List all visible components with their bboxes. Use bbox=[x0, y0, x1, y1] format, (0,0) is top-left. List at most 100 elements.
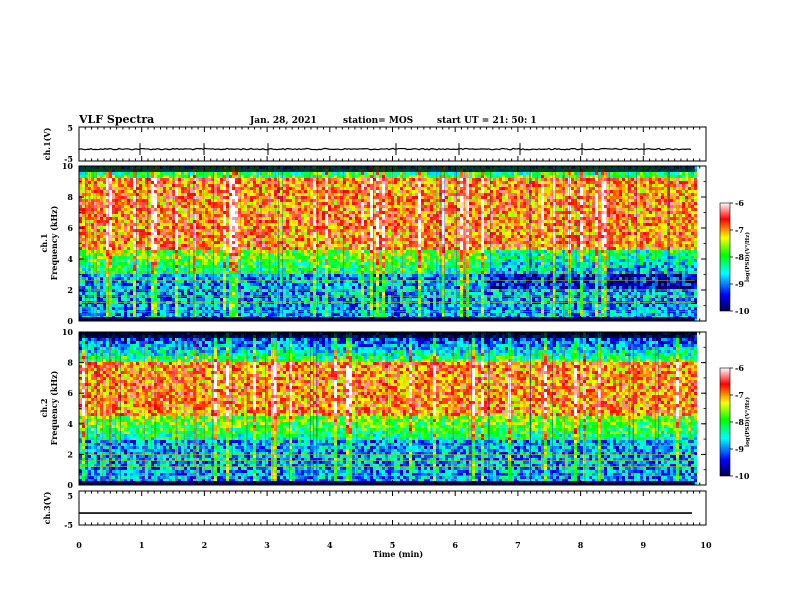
spectrogram-cell bbox=[199, 253, 202, 256]
spectrogram-cell bbox=[229, 244, 232, 247]
spectrogram-cell bbox=[127, 256, 130, 259]
spectrogram-cell bbox=[184, 226, 187, 229]
spectrogram-cell bbox=[361, 271, 364, 274]
spectrogram-cell bbox=[313, 196, 316, 199]
spectrogram-cell bbox=[229, 217, 232, 220]
spectrogram-cell bbox=[331, 256, 334, 259]
spectrogram-cell bbox=[169, 202, 172, 205]
spectrogram-cell bbox=[283, 226, 286, 229]
spectrogram-cell bbox=[337, 241, 340, 244]
spectrogram-cell bbox=[97, 259, 100, 262]
spectrogram-cell bbox=[250, 247, 253, 250]
spectrogram-cell bbox=[286, 229, 289, 232]
spectrogram-cell bbox=[157, 232, 160, 235]
spectrogram-cell bbox=[166, 280, 169, 283]
spectrogram-cell bbox=[349, 217, 352, 220]
spectrogram-cell bbox=[328, 241, 331, 244]
spectrogram-cell bbox=[364, 259, 367, 262]
spectrogram-cell bbox=[199, 175, 202, 178]
ch1-ytick-bottom: -5 bbox=[64, 154, 73, 164]
spectrogram-cell bbox=[325, 190, 328, 193]
spectrogram-cell bbox=[190, 187, 193, 190]
spectrogram-cell bbox=[295, 217, 298, 220]
spectrogram-cell bbox=[193, 307, 196, 310]
spectrogram-cell bbox=[280, 259, 283, 262]
spectrogram-cell bbox=[355, 208, 358, 211]
spectrogram-cell bbox=[214, 280, 217, 283]
spectrogram-cell bbox=[139, 283, 142, 286]
spectrogram-cell bbox=[217, 241, 220, 244]
spectrogram-cell bbox=[334, 304, 337, 307]
spectrogram-cell bbox=[166, 289, 169, 292]
spectrogram-cell bbox=[223, 265, 226, 268]
spectrogram-cell bbox=[310, 247, 313, 250]
spectrogram-cell bbox=[196, 211, 199, 214]
spectrogram-cell bbox=[214, 232, 217, 235]
spectrogram-cell bbox=[226, 241, 229, 244]
spectrogram-cell bbox=[199, 247, 202, 250]
spectrogram-cell bbox=[253, 286, 256, 289]
spectrogram-cell bbox=[211, 253, 214, 256]
spectrogram-cell bbox=[193, 202, 196, 205]
spectrogram-cell bbox=[106, 196, 109, 199]
spectrogram-cell bbox=[337, 247, 340, 250]
spectrogram-cell bbox=[130, 259, 133, 262]
spectrogram-cell bbox=[247, 232, 250, 235]
spectrogram-cell bbox=[325, 289, 328, 292]
spectrogram-cell bbox=[187, 217, 190, 220]
spectrogram-cell bbox=[82, 304, 85, 307]
spectrogram-cell bbox=[178, 238, 181, 241]
spectrogram-cell bbox=[334, 307, 337, 310]
spectrogram-cell bbox=[160, 244, 163, 247]
spectrogram-cell bbox=[337, 277, 340, 280]
spectrogram-cell bbox=[355, 241, 358, 244]
spectrogram-cell bbox=[106, 205, 109, 208]
spectrogram-cell bbox=[82, 217, 85, 220]
spectrogram-cell bbox=[223, 277, 226, 280]
spectrogram-cell bbox=[106, 274, 109, 277]
spectrogram-cell bbox=[256, 250, 259, 253]
spectrogram-cell bbox=[292, 286, 295, 289]
spectrogram-cell bbox=[133, 232, 136, 235]
spectrogram-cell bbox=[310, 172, 313, 175]
spectrogram-cell bbox=[109, 235, 112, 238]
spectrogram-cell bbox=[262, 307, 265, 310]
spectrogram-cell bbox=[217, 283, 220, 286]
spectrogram-cell bbox=[223, 223, 226, 226]
spectrogram-cell bbox=[133, 277, 136, 280]
spectrogram-cell bbox=[313, 211, 316, 214]
spectrogram-cell bbox=[211, 214, 214, 217]
spectrogram-cell bbox=[106, 304, 109, 307]
start-time-label: start UT = 21: 50: 1 bbox=[437, 116, 537, 126]
spectrogram-cell bbox=[175, 304, 178, 307]
spectrogram-cell bbox=[298, 226, 301, 229]
spectrogram-cell bbox=[178, 259, 181, 262]
spectrogram-cell bbox=[271, 223, 274, 226]
spectrogram-cell bbox=[91, 274, 94, 277]
spectrogram-cell bbox=[127, 247, 130, 250]
spectrogram-cell bbox=[337, 304, 340, 307]
spectrogram-cell bbox=[148, 277, 151, 280]
spectrogram-cell bbox=[205, 268, 208, 271]
spectrogram-cell bbox=[133, 184, 136, 187]
spectrogram-cell bbox=[286, 313, 289, 316]
spectrogram-cell bbox=[265, 259, 268, 262]
spectrogram-cell bbox=[304, 286, 307, 289]
spectrogram-cell bbox=[340, 172, 343, 175]
spectrogram-cell bbox=[79, 208, 82, 211]
spectrogram-cell bbox=[91, 304, 94, 307]
spectrogram-cell bbox=[229, 181, 232, 184]
spectrogram-cell bbox=[106, 280, 109, 283]
spectrogram-cell bbox=[148, 256, 151, 259]
spectrogram-cell bbox=[193, 244, 196, 247]
spectrogram-cell bbox=[79, 184, 82, 187]
spectrogram-cell bbox=[211, 208, 214, 211]
spectrogram-cell bbox=[85, 256, 88, 259]
spectrogram-cell bbox=[199, 238, 202, 241]
spectrogram-cell bbox=[196, 283, 199, 286]
spectrogram-cell bbox=[337, 229, 340, 232]
spectrogram-cell bbox=[187, 289, 190, 292]
spectrogram-cell bbox=[193, 223, 196, 226]
spectrogram-cell bbox=[241, 229, 244, 232]
spectrogram-cell bbox=[112, 172, 115, 175]
